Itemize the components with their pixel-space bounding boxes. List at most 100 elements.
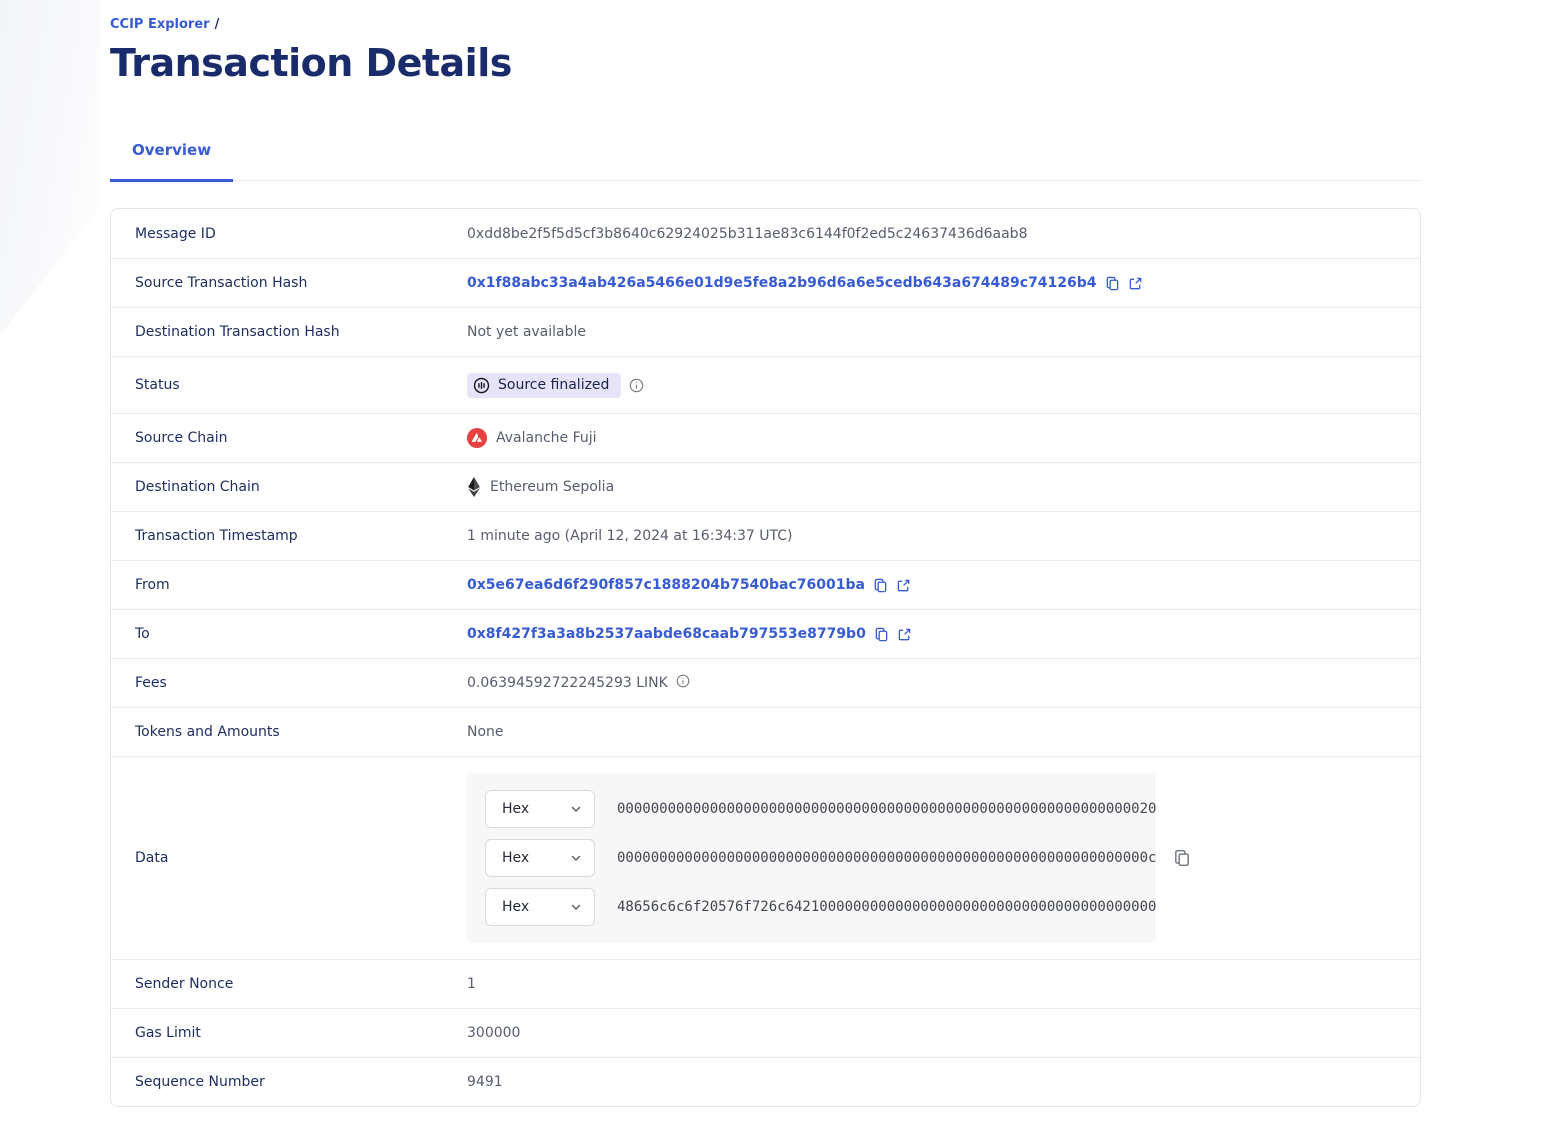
- row-label: Destination Transaction Hash: [135, 324, 340, 340]
- tokens-value: None: [467, 724, 504, 740]
- row-value: Hex 000000000000000000000000000000000000…: [467, 773, 1191, 943]
- external-link-icon[interactable]: [1128, 276, 1143, 291]
- copy-icon[interactable]: [1105, 276, 1120, 291]
- row-gas-limit: Gas Limit 300000: [111, 1008, 1420, 1057]
- sender-nonce-value: 1: [467, 976, 476, 992]
- row-value: Source finalized: [467, 372, 644, 398]
- row-label: Sender Nonce: [135, 976, 234, 992]
- row-label: Destination Chain: [135, 479, 260, 495]
- data-line: Hex 48656c6c6f20576f726c6421000000000000…: [485, 888, 1156, 926]
- source-chain: Avalanche Fuji: [467, 428, 597, 448]
- row-sender-nonce: Sender Nonce 1: [111, 959, 1420, 1008]
- hex-format-select[interactable]: Hex: [485, 790, 595, 828]
- fees-value: 0.06394592722245293 LINK: [467, 675, 668, 691]
- external-link-icon[interactable]: [897, 627, 912, 642]
- copy-icon[interactable]: [1173, 849, 1191, 867]
- row-value: Avalanche Fuji: [467, 428, 597, 448]
- hex-format-label: Hex: [502, 850, 530, 866]
- transaction-details-page: CCIP Explorer / Transaction Details Overv…: [110, 0, 1421, 1107]
- breadcrumb-separator: /: [214, 17, 220, 32]
- data-hex-panel: Hex 000000000000000000000000000000000000…: [467, 773, 1156, 943]
- row-label: Tokens and Amounts: [135, 724, 280, 740]
- ethereum-logo-icon: [467, 477, 481, 497]
- destination-chain: Ethereum Sepolia: [467, 477, 614, 497]
- row-label: Sequence Number: [135, 1074, 265, 1090]
- row-transaction-timestamp: Transaction Timestamp 1 minute ago (Apri…: [111, 511, 1420, 560]
- gas-limit-value: 300000: [467, 1025, 521, 1041]
- tab-bar: Overview: [110, 131, 1421, 182]
- hex-format-select[interactable]: Hex: [485, 888, 595, 926]
- data-hex-line-2: 0000000000000000000000000000000000000000…: [617, 850, 1157, 866]
- row-status: Status Source finalized: [111, 356, 1420, 413]
- transaction-detail-table: Message ID 0xdd8be2f5f5d5cf3b8640c629240…: [110, 208, 1421, 1107]
- row-data: Data Hex 0000000000000000000000000000000…: [111, 756, 1420, 959]
- hex-format-label: Hex: [502, 899, 530, 915]
- data-hex-line-3: 48656c6c6f20576f726c64210000000000000000…: [617, 899, 1157, 915]
- row-label: From: [135, 577, 170, 593]
- row-value: 0x5e67ea6d6f290f857c1888204b7540bac76001…: [467, 577, 911, 593]
- row-sequence-number: Sequence Number 9491: [111, 1057, 1420, 1106]
- row-message-id: Message ID 0xdd8be2f5f5d5cf3b8640c629240…: [111, 209, 1420, 258]
- status-badge: Source finalized: [467, 372, 622, 398]
- message-id-value: 0xdd8be2f5f5d5cf3b8640c62924025b311ae83c…: [467, 225, 1028, 242]
- hex-format-label: Hex: [502, 801, 530, 817]
- row-label: Status: [135, 377, 180, 393]
- row-value: 9491: [467, 1074, 503, 1090]
- row-value: 0x8f427f3a3a8b2537aabde68caab797553e8779…: [467, 626, 912, 642]
- breadcrumb: CCIP Explorer /: [110, 17, 1421, 32]
- info-icon[interactable]: [629, 378, 644, 393]
- dest-tx-hash-value: Not yet available: [467, 324, 587, 340]
- row-label: Message ID: [135, 225, 216, 242]
- row-from: From 0x5e67ea6d6f290f857c1888204b7540bac…: [111, 560, 1420, 609]
- copy-icon[interactable]: [874, 627, 889, 642]
- row-value: 1 minute ago (April 12, 2024 at 16:34:37…: [467, 528, 792, 544]
- tab-overview[interactable]: Overview: [110, 131, 234, 182]
- chevron-down-icon: [570, 901, 582, 913]
- destination-chain-name: Ethereum Sepolia: [490, 479, 615, 495]
- avalanche-logo-icon: [467, 428, 487, 448]
- from-address-link[interactable]: 0x5e67ea6d6f290f857c1888204b7540bac76001…: [467, 577, 865, 593]
- data-line: Hex 000000000000000000000000000000000000…: [485, 790, 1156, 828]
- row-value: 0xdd8be2f5f5d5cf3b8640c62924025b311ae83c…: [467, 226, 1027, 242]
- tab-overview-label: Overview: [132, 141, 212, 159]
- breadcrumb-ccip-explorer-link[interactable]: CCIP Explorer: [110, 17, 210, 32]
- row-value: 0x1f88abc33a4ab426a5466e01d9e5fe8a2b96d6…: [467, 275, 1143, 291]
- info-icon[interactable]: [676, 674, 690, 688]
- chevron-down-icon: [570, 803, 582, 815]
- data-line: Hex 000000000000000000000000000000000000…: [485, 839, 1156, 877]
- row-value: 1: [467, 976, 476, 992]
- row-value: Ethereum Sepolia: [467, 477, 614, 497]
- timestamp-value: 1 minute ago (April 12, 2024 at 16:34:37…: [467, 528, 793, 544]
- row-value: None: [467, 724, 504, 740]
- row-label: Source Chain: [135, 430, 228, 446]
- external-link-icon[interactable]: [896, 578, 911, 593]
- data-hex-line-1: 0000000000000000000000000000000000000000…: [617, 801, 1157, 817]
- status-badge-label: Source finalized: [498, 377, 610, 393]
- to-address-link[interactable]: 0x8f427f3a3a8b2537aabde68caab797553e8779…: [467, 626, 866, 642]
- hex-format-select[interactable]: Hex: [485, 839, 595, 877]
- row-value: 0.06394592722245293 LINK: [467, 674, 690, 691]
- row-destination-transaction-hash: Destination Transaction Hash Not yet ava…: [111, 307, 1420, 356]
- row-label: Transaction Timestamp: [135, 528, 298, 544]
- sequence-number-value: 9491: [467, 1074, 503, 1090]
- page-title: Transaction Details: [110, 41, 512, 85]
- tab-active-indicator: [110, 179, 234, 182]
- row-source-transaction-hash: Source Transaction Hash 0x1f88abc33a4ab4…: [111, 258, 1420, 307]
- row-fees: Fees 0.06394592722245293 LINK: [111, 658, 1420, 707]
- row-value: 300000: [467, 1025, 520, 1041]
- row-source-chain: Source Chain Avalanche Fuji: [111, 413, 1420, 462]
- source-tx-hash-link[interactable]: 0x1f88abc33a4ab426a5466e01d9e5fe8a2b96d6…: [467, 275, 1097, 291]
- row-to: To 0x8f427f3a3a8b2537aabde68caab797553e8…: [111, 609, 1420, 658]
- row-label: Gas Limit: [135, 1025, 201, 1041]
- row-destination-chain: Destination Chain Ethereum Sepolia: [111, 462, 1420, 511]
- chevron-down-icon: [570, 852, 582, 864]
- copy-icon[interactable]: [873, 578, 888, 593]
- row-label: Source Transaction Hash: [135, 275, 308, 291]
- pause-circle-icon: [473, 377, 490, 394]
- row-label: To: [135, 626, 150, 642]
- row-label: Fees: [135, 675, 167, 691]
- row-label: Data: [135, 850, 169, 866]
- background-decoration: [0, 0, 100, 335]
- row-tokens-and-amounts: Tokens and Amounts None: [111, 707, 1420, 756]
- row-value: Not yet available: [467, 324, 586, 340]
